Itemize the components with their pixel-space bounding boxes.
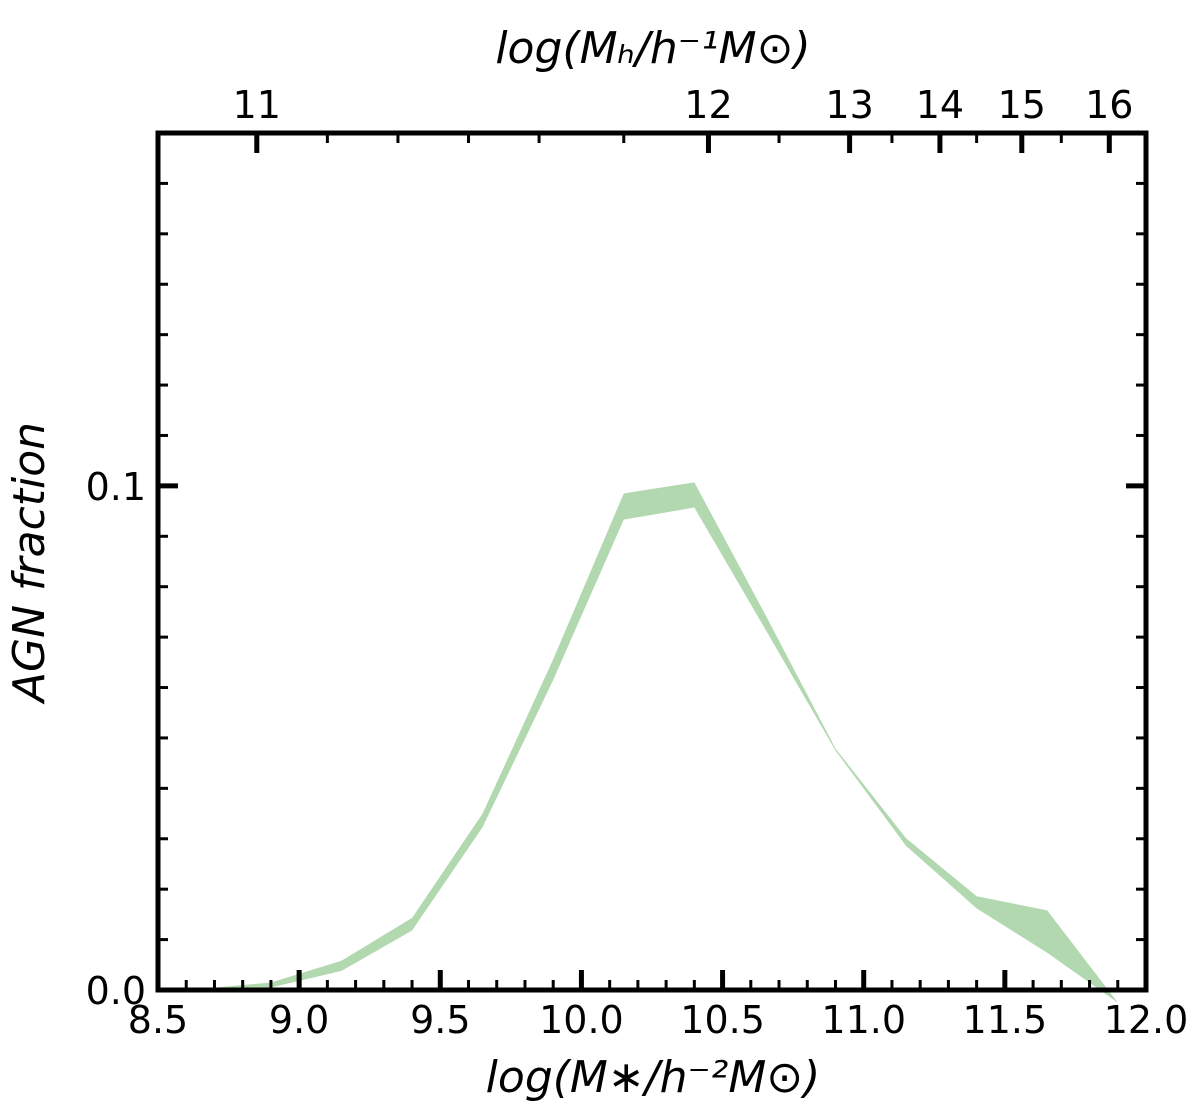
labels-layer: 8.5 9.0 9.5 10.0 10.5 11.0 11.5 12.0 11 12 13 14 15 1…	[86, 83, 1189, 1042]
y-tick-label: 0.1	[86, 465, 146, 509]
x2-tick-label: 14	[916, 83, 964, 127]
x2-tick-label: 12	[684, 83, 732, 127]
x2-tick-label: 15	[998, 83, 1046, 127]
x-tick-label: 10.0	[539, 998, 624, 1042]
y-axis-label: AGN fraction	[4, 422, 55, 705]
x-axis-label: log(M∗/h⁻²M⊙)	[486, 1052, 821, 1103]
x2-axis-label: log(Mₕ/h⁻¹M⊙)	[495, 23, 810, 74]
band-layer	[200, 482, 1118, 1003]
x2-tick-label: 11	[233, 83, 281, 127]
y-tick-label: 0.0	[86, 969, 146, 1013]
x2-tick-label: 16	[1085, 83, 1133, 127]
x2-tick-label: 13	[825, 83, 873, 127]
x-tick-label: 11.5	[963, 998, 1048, 1042]
ticks-layer	[155, 131, 1149, 993]
plot-frame	[155, 130, 1149, 993]
x-tick-label: 9.5	[410, 998, 470, 1042]
x-tick-label: 8.5	[128, 998, 188, 1042]
x-tick-label: 9.0	[269, 998, 329, 1042]
x-tick-label: 11.0	[821, 998, 906, 1042]
x-tick-label: 12.0	[1104, 998, 1189, 1042]
agn-fraction-band-0	[200, 482, 1118, 1003]
x-tick-label: 10.5	[680, 998, 765, 1042]
